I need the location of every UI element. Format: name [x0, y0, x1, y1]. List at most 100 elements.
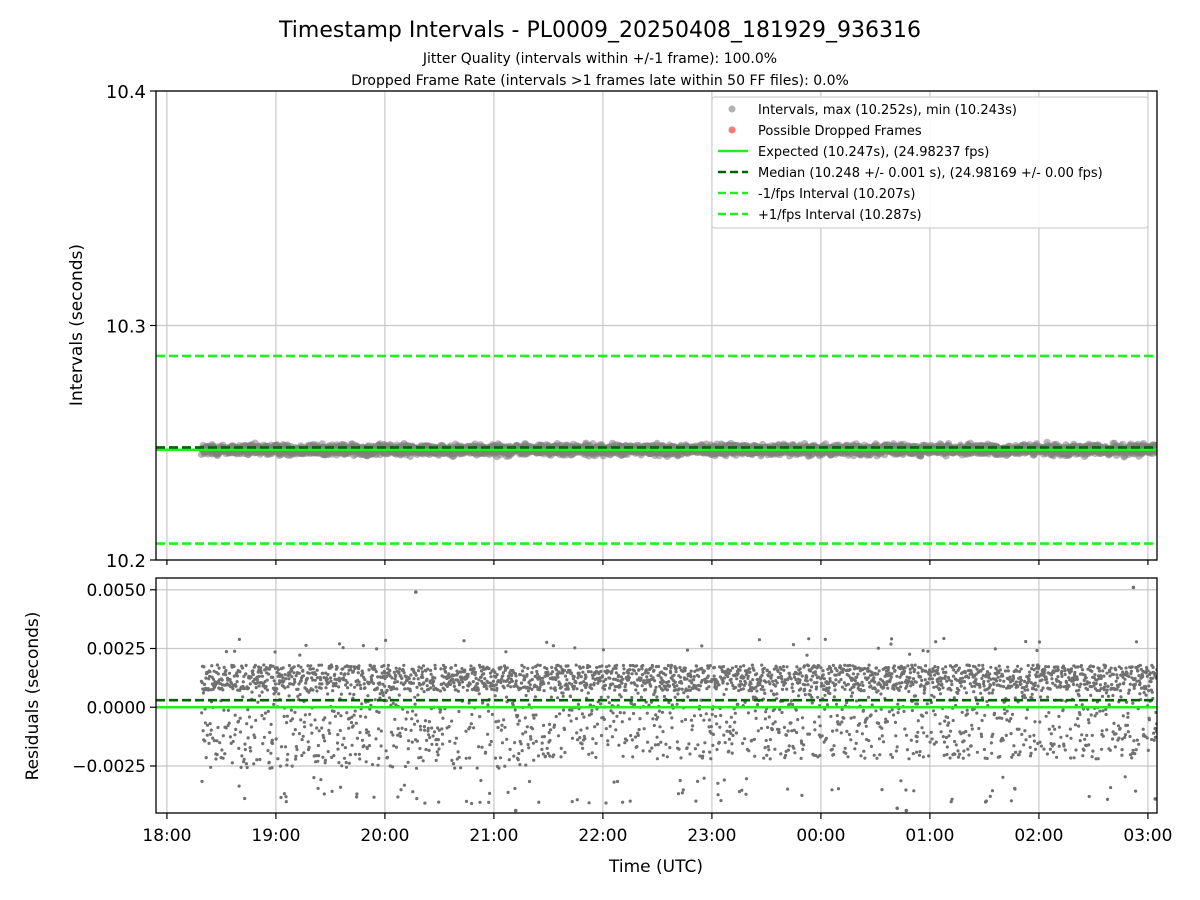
residual-point: [613, 688, 617, 692]
residual-point: [290, 669, 294, 673]
residual-point: [437, 728, 441, 732]
chart-subtitle-dropped: Dropped Frame Rate (intervals >1 frames …: [351, 73, 849, 89]
residual-point: [322, 676, 326, 680]
residual-point: [286, 685, 290, 689]
residual-point: [585, 726, 589, 730]
residual-point: [456, 671, 460, 676]
residual-point: [614, 666, 618, 671]
residual-point: [473, 670, 478, 674]
residual-point: [355, 792, 359, 796]
residual-point: [617, 743, 621, 747]
residual-point: [440, 732, 444, 736]
residual-point: [497, 719, 501, 723]
residual-point: [556, 675, 560, 679]
residual-point: [574, 680, 578, 685]
residual-point: [377, 756, 381, 761]
residual-point: [281, 676, 285, 680]
residual-point: [499, 728, 503, 732]
residual-point: [442, 681, 446, 685]
residual-point: [559, 746, 563, 751]
residual-point: [531, 713, 535, 717]
residual-point: [569, 719, 573, 723]
residual-point: [395, 687, 399, 691]
residual-point: [589, 683, 593, 687]
residual-point: [454, 663, 458, 668]
residual-point: [275, 670, 279, 675]
residual-point: [237, 746, 241, 751]
residual-point: [296, 664, 300, 668]
residual-point: [599, 733, 604, 738]
residual-point: [251, 672, 255, 677]
residual-point: [410, 717, 414, 721]
residual-point: [441, 663, 446, 668]
residual-point: [436, 688, 440, 692]
residual-point: [333, 714, 338, 718]
residual-point: [202, 665, 206, 669]
residual-point: [328, 731, 332, 736]
residual-point: [414, 766, 419, 770]
residual-point: [603, 683, 608, 688]
residual-point: [238, 730, 243, 734]
residual-point: [550, 665, 554, 670]
residual-point: [535, 672, 540, 676]
residual-point: [292, 671, 296, 675]
residual-point: [392, 687, 396, 691]
residual-point: [379, 744, 383, 748]
residual-point: [323, 716, 327, 720]
residual-point: [628, 663, 633, 668]
residual-point: [625, 738, 629, 742]
residual-point: [242, 687, 246, 691]
residual-point: [326, 681, 331, 685]
residual-point: [406, 760, 410, 765]
residual-point: [561, 694, 565, 698]
residual-point: [391, 733, 395, 737]
residual-point: [424, 747, 428, 752]
residual-point: [417, 665, 421, 669]
residual-point: [404, 717, 408, 721]
residual-point: [614, 728, 618, 732]
residual-point: [272, 692, 276, 696]
residual-point: [207, 677, 211, 681]
residual-point: [542, 682, 546, 686]
residual-point: [556, 696, 560, 700]
residual-point: [319, 778, 323, 782]
residual-point: [627, 671, 631, 675]
residual-point: [380, 691, 385, 695]
residual-point: [597, 665, 602, 669]
residual-point: [263, 711, 268, 715]
residual-point: [303, 713, 307, 717]
residual-point: [611, 711, 615, 715]
residual-point: [316, 743, 320, 748]
residual-point: [520, 681, 524, 685]
residual-point: [589, 712, 594, 716]
residual-point: [577, 671, 581, 675]
residual-point: [275, 687, 279, 691]
residual-point: [594, 755, 598, 760]
residual-point: [632, 669, 637, 673]
residual-point: [300, 753, 304, 758]
residual-point: [470, 712, 474, 717]
residual-point: [599, 669, 603, 674]
residual-point: [340, 743, 345, 747]
residual-point: [576, 676, 580, 680]
residual-point: [488, 743, 492, 747]
residual-point: [595, 665, 599, 670]
residual-point: [383, 684, 387, 688]
residual-point: [415, 739, 419, 743]
residual-point: [604, 665, 609, 669]
residual-point: [610, 735, 615, 739]
residual-point: [423, 719, 428, 723]
residual-point: [341, 646, 345, 650]
residual-point: [206, 688, 210, 692]
residual-point: [200, 711, 204, 715]
residual-point: [306, 740, 310, 744]
residual-point: [456, 689, 460, 693]
residual-point: [294, 754, 298, 758]
residual-point: [398, 667, 402, 671]
residual-point: [504, 695, 509, 699]
residual-point: [582, 715, 586, 719]
residual-point: [386, 663, 390, 668]
residual-point: [260, 713, 264, 718]
residual-point: [332, 709, 336, 714]
residual-point: [333, 672, 337, 677]
